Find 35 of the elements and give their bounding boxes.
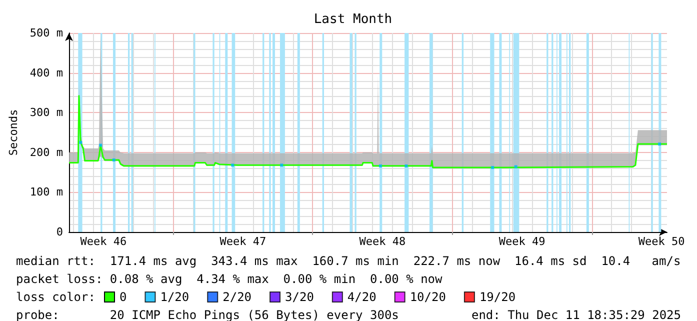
y-tick-label: 400 m: [30, 66, 64, 80]
point: [378, 164, 382, 168]
y-tick-label: 300 m: [30, 106, 64, 120]
point: [658, 142, 662, 146]
x-tick-label: Week 47: [220, 235, 266, 248]
y-tick-label: 200 m: [30, 146, 64, 159]
x-tick-label: Week 50: [638, 235, 685, 248]
legend-title: loss color:: [16, 290, 96, 304]
legend-label: 10/20: [410, 290, 446, 304]
line-series: [68, 95, 668, 168]
text: median rtt: 171.4 ms avg 343.4 ms max 160.7 ms min 222.7 ms now 16.4 ms sd 10.4 am/s: [16, 254, 681, 268]
y-tick-label: 0: [56, 226, 64, 238]
x-tick-label: Week 48: [359, 235, 406, 248]
point: [404, 164, 408, 168]
legend-label: 2/20: [222, 290, 252, 304]
y-tick-label: 100 m: [30, 186, 64, 199]
y-tick-label: 500 m: [30, 26, 64, 40]
point: [491, 166, 494, 170]
y-axis-title: Seconds: [7, 109, 20, 156]
chart-title: Last Month: [314, 12, 392, 27]
point: [231, 164, 234, 167]
point: [514, 165, 518, 168]
legend-label: 4/20: [347, 290, 376, 304]
legend-label: 3/20: [285, 290, 314, 304]
legend-label: 1/20: [160, 290, 190, 304]
text: packet loss: 0.08 % avg 4.34 % max 0.00 % min 0.00 % now: [16, 272, 444, 286]
point: [280, 164, 284, 167]
point: [112, 158, 116, 162]
point: [79, 140, 82, 144]
x-tick-label: Week 49: [498, 235, 546, 248]
x-tick-label: Week 46: [80, 235, 127, 248]
point: [99, 144, 102, 147]
legend-label: 19/20: [479, 290, 516, 304]
text: end: Thu Dec 11 18:35:29 2025: [471, 308, 681, 321]
legend-label: 0: [120, 290, 127, 304]
